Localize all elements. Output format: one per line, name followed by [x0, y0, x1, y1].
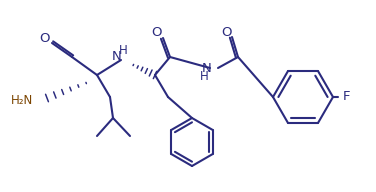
Text: O: O	[40, 31, 50, 45]
Text: N: N	[202, 63, 212, 75]
Text: F: F	[342, 90, 350, 103]
Text: O: O	[152, 26, 162, 40]
Text: H: H	[200, 70, 208, 83]
Text: H₂N: H₂N	[11, 94, 33, 107]
Text: O: O	[221, 26, 231, 39]
Text: H: H	[118, 45, 127, 57]
Text: N: N	[112, 50, 122, 64]
